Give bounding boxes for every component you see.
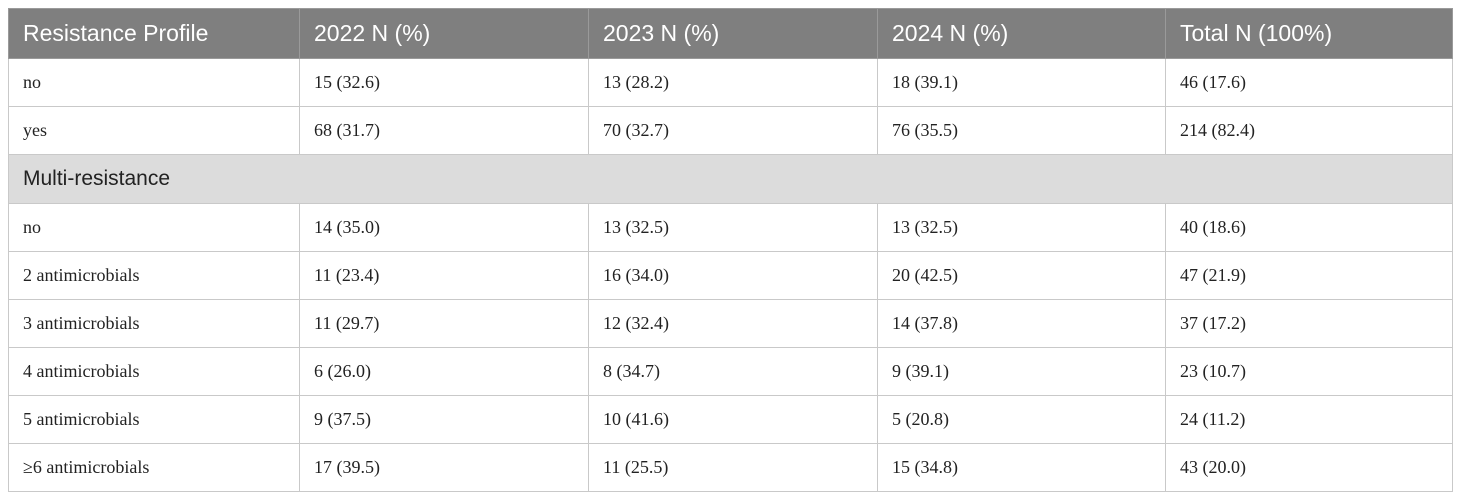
data-cell: 14 (35.0): [299, 203, 589, 252]
data-cell: 17 (39.5): [299, 443, 589, 492]
data-row: no 15 (32.6) 13 (28.2) 18 (39.1) 46 (17.6): [8, 58, 1453, 107]
data-cell: 11 (29.7): [299, 299, 589, 348]
data-cell: 13 (28.2): [588, 58, 878, 107]
data-cell: 6 (26.0): [299, 347, 589, 396]
data-cell: 10 (41.6): [588, 395, 878, 444]
data-row: no 14 (35.0) 13 (32.5) 13 (32.5) 40 (18.6): [8, 203, 1453, 252]
header-row: Resistance Profile 2022 N (%) 2023 N (%) 20…: [8, 8, 1453, 59]
data-cell: 40 (18.6): [1165, 203, 1453, 252]
data-row: 5 antimicrobials 9 (37.5) 10 (41.6) 5 (20.8…: [8, 395, 1453, 444]
table-body: no 15 (32.6) 13 (28.2) 18 (39.1) 46 (17.6) ye…: [8, 58, 1453, 492]
header-cell: 2024 N (%): [877, 8, 1166, 59]
row-label: 5 antimicrobials: [8, 395, 300, 444]
data-cell: 43 (20.0): [1165, 443, 1453, 492]
data-cell: 15 (32.6): [299, 58, 589, 107]
data-cell: 68 (31.7): [299, 106, 589, 155]
row-label: 3 antimicrobials: [8, 299, 300, 348]
data-cell: 5 (20.8): [877, 395, 1166, 444]
data-cell: 9 (37.5): [299, 395, 589, 444]
data-cell: 14 (37.8): [877, 299, 1166, 348]
data-cell: 46 (17.6): [1165, 58, 1453, 107]
data-cell: 13 (32.5): [588, 203, 878, 252]
data-cell: 37 (17.2): [1165, 299, 1453, 348]
data-cell: 76 (35.5): [877, 106, 1166, 155]
data-cell: 23 (10.7): [1165, 347, 1453, 396]
section-row: Multi-resistance: [8, 154, 1453, 204]
row-label: ≥6 antimicrobials: [8, 443, 300, 492]
data-table: Resistance Profile 2022 N (%) 2023 N (%) 20…: [8, 8, 1453, 492]
section-label: Multi-resistance: [8, 154, 1453, 204]
data-cell: 47 (21.9): [1165, 251, 1453, 300]
data-cell: 24 (11.2): [1165, 395, 1453, 444]
header-cell: 2022 N (%): [299, 8, 589, 59]
row-label: yes: [8, 106, 300, 155]
table-head: Resistance Profile 2022 N (%) 2023 N (%) 20…: [8, 8, 1453, 59]
data-row: 3 antimicrobials 11 (29.7) 12 (32.4) 14 (37…: [8, 299, 1453, 348]
row-label: no: [8, 203, 300, 252]
data-cell: 8 (34.7): [588, 347, 878, 396]
data-cell: 16 (34.0): [588, 251, 878, 300]
data-cell: 214 (82.4): [1165, 106, 1453, 155]
header-cell: Total N (100%): [1165, 8, 1453, 59]
header-cell: 2023 N (%): [588, 8, 878, 59]
data-cell: 9 (39.1): [877, 347, 1166, 396]
data-cell: 11 (23.4): [299, 251, 589, 300]
row-label: 4 antimicrobials: [8, 347, 300, 396]
header-cell: Resistance Profile: [8, 8, 300, 59]
row-label: 2 antimicrobials: [8, 251, 300, 300]
data-row: yes 68 (31.7) 70 (32.7) 76 (35.5) 214 (82.4): [8, 106, 1453, 155]
data-row: ≥6 antimicrobials 17 (39.5) 11 (25.5) 15 (3…: [8, 443, 1453, 492]
data-cell: 12 (32.4): [588, 299, 878, 348]
data-cell: 11 (25.5): [588, 443, 878, 492]
data-cell: 13 (32.5): [877, 203, 1166, 252]
data-row: 4 antimicrobials 6 (26.0) 8 (34.7) 9 (39.1)…: [8, 347, 1453, 396]
data-cell: 70 (32.7): [588, 106, 878, 155]
data-row: 2 antimicrobials 11 (23.4) 16 (34.0) 20 (42…: [8, 251, 1453, 300]
data-cell: 18 (39.1): [877, 58, 1166, 107]
data-cell: 15 (34.8): [877, 443, 1166, 492]
data-cell: 20 (42.5): [877, 251, 1166, 300]
row-label: no: [8, 58, 300, 107]
